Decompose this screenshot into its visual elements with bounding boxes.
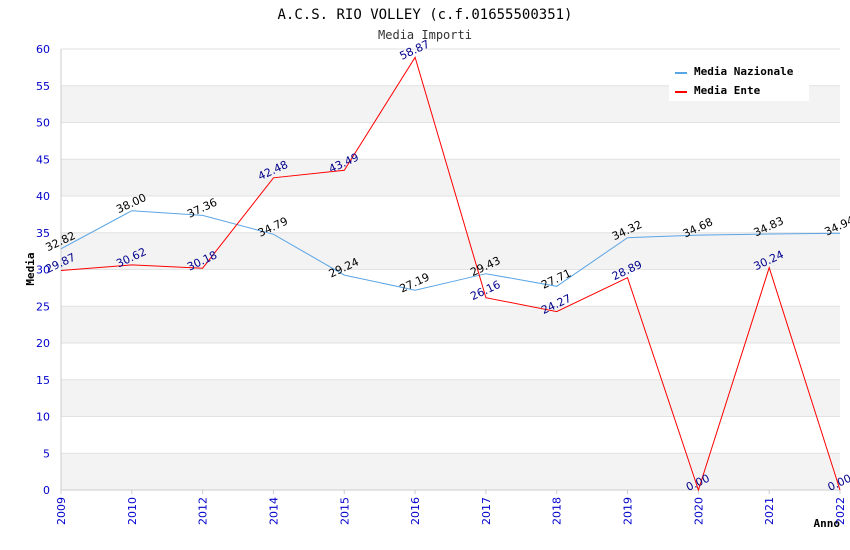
x-tick-label: 2012: [197, 497, 210, 525]
series-lines: [60, 56, 841, 492]
y-tick-label: 40: [36, 190, 50, 203]
x-tick-label: 2015: [338, 497, 351, 525]
y-tick-label: 0: [43, 484, 50, 497]
y-tick-label: 45: [36, 153, 50, 166]
y-tick-label: 30: [36, 264, 50, 277]
legend-box: [669, 59, 809, 101]
y-tick-label: 60: [36, 43, 50, 56]
y-tick-label: 35: [36, 227, 50, 240]
x-tick-label: 2010: [126, 497, 139, 525]
x-tick-label: 2022: [834, 497, 847, 525]
x-tick-label: 2016: [409, 497, 422, 525]
x-tick-label: 2020: [692, 497, 705, 525]
x-tick-label: 2018: [551, 497, 564, 525]
x-axis-label: Anno: [814, 517, 841, 530]
y-tick-label: 55: [36, 80, 50, 93]
chart-subtitle: Media Importi: [378, 28, 472, 42]
grid-band: [61, 306, 840, 343]
y-tick-labels: 0 5 10 15 20 25 30 35 40 45 50 55 60: [36, 43, 50, 497]
series-line-media-ente: [60, 56, 841, 492]
x-tick-label: 2021: [763, 497, 776, 525]
x-tick-label: 2019: [622, 497, 635, 525]
grid-band: [61, 232, 840, 270]
grid-band: [61, 453, 840, 490]
legend-label-media-ente: Media Ente: [694, 84, 761, 97]
grid-band: [61, 379, 840, 417]
y-tick-label: 15: [36, 374, 50, 387]
x-tick-label: 2009: [55, 497, 68, 525]
y-tick-label: 5: [43, 447, 50, 460]
x-tick-labels: 2009 2010 2012 2014 2015 2016 2017 2018 2019 2020…: [55, 490, 847, 525]
y-tick-label: 25: [36, 300, 50, 313]
legend: Media Nazionale Media Ente: [669, 59, 809, 101]
y-axis-label: Media: [24, 252, 37, 285]
x-tick-label: 2017: [480, 497, 493, 525]
legend-label-media-nazionale: Media Nazionale: [694, 65, 794, 78]
series-line-media-nazionale: [60, 210, 841, 291]
y-tick-label: 50: [36, 117, 50, 130]
chart-title: A.C.S. RIO VOLLEY (c.f.01655500351): [277, 7, 572, 23]
x-tick-label: 2014: [267, 497, 280, 525]
y-tick-label: 10: [36, 411, 50, 424]
y-tick-label: 20: [36, 337, 50, 350]
